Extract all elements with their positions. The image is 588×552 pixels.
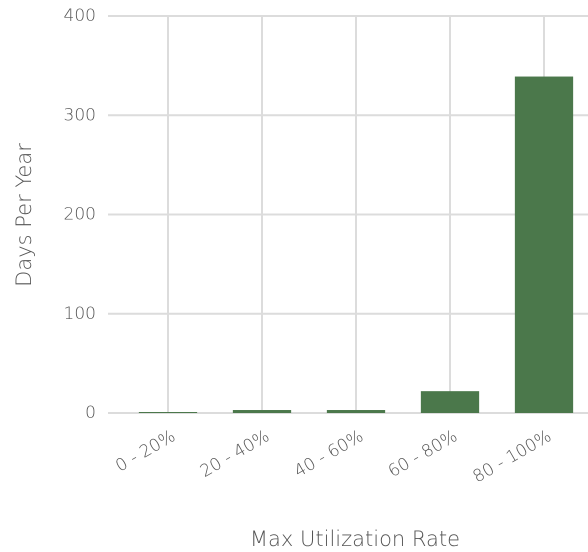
y-tick-label: 100 [64,304,96,324]
y-tick-label: 0 [85,403,96,423]
y-tick-label: 400 [64,6,96,26]
bar [326,410,386,413]
y-axis-label: Days Per Year [12,143,36,287]
x-tick-label: 0 - 20% [112,426,179,476]
x-tick-label: 20 - 40% [197,426,273,482]
bar [514,76,574,413]
y-tick-label: 200 [64,205,96,225]
y-tick-label: 300 [64,105,96,125]
x-tick-label: 60 - 80% [385,426,461,482]
x-tick-label: 40 - 60% [291,426,367,482]
bar [232,410,292,413]
x-axis-label: Max Utilization Rate [250,527,460,551]
x-tick-label: 80 - 100% [469,426,555,487]
bar [420,391,480,413]
bar [138,412,198,413]
